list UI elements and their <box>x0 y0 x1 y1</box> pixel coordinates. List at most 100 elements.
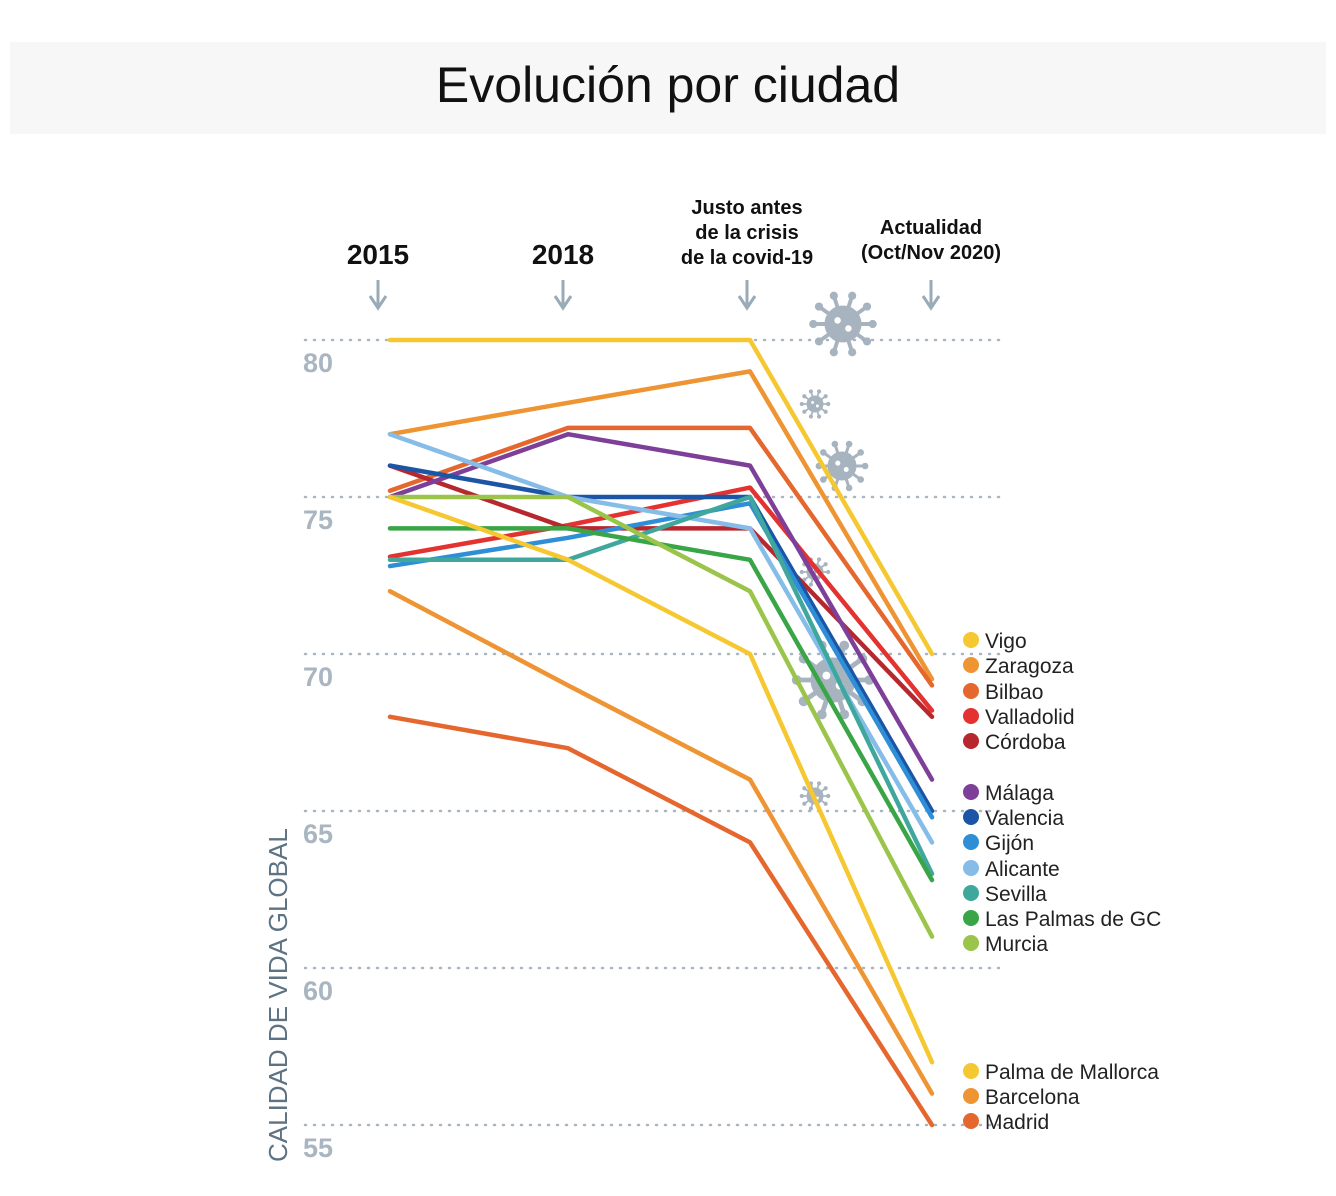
legend-label: Barcelona <box>985 1086 1080 1109</box>
virus-spike-tip <box>823 786 828 791</box>
virus-body <box>824 305 862 343</box>
legend-swatch <box>963 885 979 901</box>
virus-spike-tip <box>823 394 828 399</box>
virus-spike-tip <box>839 640 850 651</box>
legend-swatch <box>963 733 979 749</box>
series-line-sevilla <box>387 494 935 877</box>
legend-swatch <box>963 708 979 724</box>
virus-spot <box>822 671 831 680</box>
virus-spike-tip <box>802 409 807 414</box>
column-header: 2015 <box>347 239 409 270</box>
legend-swatch <box>963 935 979 951</box>
legend-swatch <box>963 860 979 876</box>
arrow-down-icon <box>737 280 757 311</box>
virus-spike-tip <box>820 476 827 483</box>
legend-swatch <box>963 910 979 926</box>
virus-spike-tip <box>816 781 822 786</box>
virus-spot <box>845 325 852 332</box>
legend-swatch <box>963 1113 979 1129</box>
virus-spike-tip <box>799 793 804 799</box>
legend-swatch <box>963 834 979 850</box>
column-header: (Oct/Nov 2020) <box>861 242 1001 264</box>
virus-spike-tip <box>802 394 807 399</box>
legend-label: Gijón <box>985 832 1034 855</box>
virus-spike-tip <box>823 801 828 806</box>
virus-spike-tip <box>845 484 853 492</box>
virus-spike-tip <box>826 793 831 799</box>
virus-spike-tip <box>816 557 822 562</box>
virus-body <box>806 395 824 413</box>
series-line-gij-n <box>387 501 935 820</box>
virus-spike-tip <box>799 401 804 407</box>
virus-spot <box>843 466 849 473</box>
legend-label: Zaragoza <box>985 655 1074 678</box>
series-line-zaragoza <box>387 369 935 682</box>
virus-spike-tip <box>826 569 831 575</box>
virus-spike-tip <box>826 401 831 407</box>
virus-spot <box>815 404 819 408</box>
y-tick-label: 80 <box>303 348 333 378</box>
arrow-down-icon <box>921 280 941 311</box>
legend-label: Madrid <box>985 1111 1049 1134</box>
virus-spike-tip <box>862 302 872 311</box>
virus-spike-tip <box>802 801 807 806</box>
legend-label: Palma de Mallorca <box>985 1061 1159 1084</box>
legend-swatch <box>963 657 979 673</box>
virus-spike-tip <box>861 462 869 470</box>
virus-spike-tip <box>808 806 814 811</box>
virus-spike-tip <box>816 389 822 394</box>
series-line-madrid <box>387 714 935 1128</box>
legend-swatch <box>963 1088 979 1104</box>
arrow-down-icon <box>368 280 388 311</box>
series-line-vigo <box>387 337 935 657</box>
legend-label: Valencia <box>985 807 1064 830</box>
virus-spike-tip <box>808 414 814 419</box>
legend-label: Bilbao <box>985 681 1043 704</box>
legend-label: Valladolid <box>985 706 1075 729</box>
virus-body <box>827 451 857 481</box>
virus-spike-tip <box>829 291 838 300</box>
virus-spike-tip <box>808 582 814 587</box>
virus-spike-tip <box>808 389 814 394</box>
column-header: Actualidad <box>880 217 982 239</box>
legend-swatch <box>963 632 979 648</box>
series-line-barcelona <box>387 588 935 1096</box>
legend-swatch <box>963 784 979 800</box>
y-tick-label: 70 <box>303 662 333 692</box>
legend-swatch <box>963 683 979 699</box>
y-tick-label: 55 <box>303 1133 333 1163</box>
virus-spike-tip <box>802 786 807 791</box>
virus-spike-tip <box>814 302 824 311</box>
series-line-murcia <box>387 494 935 939</box>
legend-label: Sevilla <box>985 883 1047 906</box>
virus-spike-tip <box>868 319 877 329</box>
virus-spike-tip <box>799 569 804 575</box>
virus-icon <box>799 389 831 419</box>
legend-label: Vigo <box>985 630 1027 653</box>
virus-spike-tip <box>857 476 864 483</box>
column-header: de la covid-19 <box>681 247 813 269</box>
virus-icon <box>809 291 877 357</box>
virus-spot <box>834 317 841 324</box>
legend-label: Alicante <box>985 858 1060 881</box>
legend-swatch <box>963 809 979 825</box>
column-header: Justo antes <box>691 197 802 219</box>
legend-label: Málaga <box>985 782 1054 805</box>
series-line-palma-de-mallorca <box>387 494 935 1065</box>
virus-spike-tip <box>831 440 839 448</box>
arrow-down-icon <box>553 280 573 311</box>
virus-spike-tip <box>862 337 872 346</box>
virus-spike-tip <box>845 440 853 448</box>
y-tick-label: 60 <box>303 976 333 1006</box>
legend-label: Córdoba <box>985 731 1066 754</box>
virus-spike-tip <box>857 449 864 456</box>
series-line-valencia <box>387 463 935 814</box>
series-line-valladolid <box>387 485 935 713</box>
legend-label: Murcia <box>985 933 1048 956</box>
legend-label: Las Palmas de GC <box>985 908 1161 931</box>
y-tick-label: 65 <box>303 819 333 849</box>
column-header: de la crisis <box>695 222 798 244</box>
virus-spike-tip <box>816 414 822 419</box>
virus-spike-tip <box>820 449 827 456</box>
